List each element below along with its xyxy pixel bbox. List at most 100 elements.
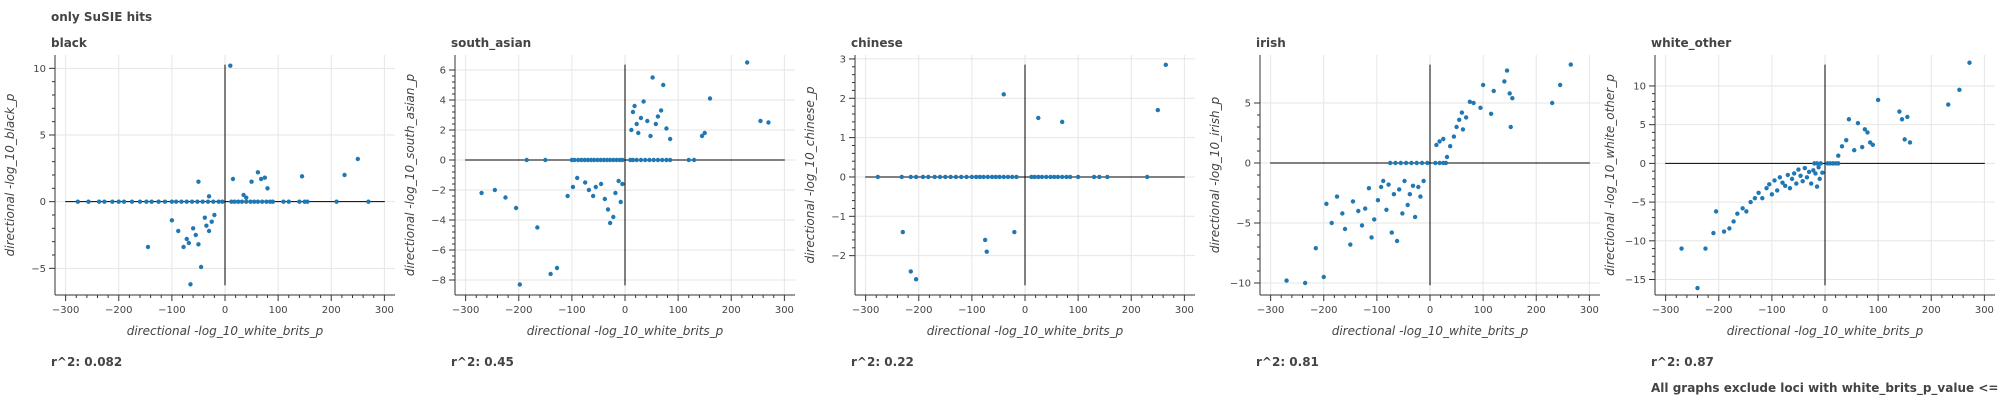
data-point (574, 175, 580, 181)
data-point (334, 199, 339, 204)
data-point (244, 195, 249, 200)
data-point (1731, 219, 1736, 224)
data-point (1369, 235, 1374, 240)
data-point (145, 244, 151, 250)
data-point (366, 199, 371, 204)
data-point (744, 60, 750, 65)
data-point (1394, 238, 1400, 244)
data-point (116, 199, 121, 204)
data-point (1967, 60, 1972, 65)
data-point (1416, 184, 1421, 190)
data-point (96, 199, 102, 204)
x-axis-label: directional -log_10_white_brits_p (1727, 324, 1924, 338)
data-point (1703, 246, 1708, 251)
data-point (1695, 285, 1700, 291)
data-point (1036, 174, 1041, 180)
data-point (1875, 97, 1881, 103)
data-point (110, 199, 115, 204)
data-point (1444, 154, 1450, 160)
data-point (1811, 168, 1816, 173)
data-point (1391, 192, 1397, 197)
data-point (1794, 181, 1799, 186)
data-point (1568, 62, 1573, 67)
data-point (630, 157, 636, 163)
data-point (305, 199, 310, 204)
data-point (1451, 134, 1457, 139)
data-point (195, 199, 200, 204)
x-tick-label: 200 (1922, 305, 1941, 316)
data-point (1760, 196, 1765, 201)
data-point (1459, 110, 1465, 115)
data-point (1846, 117, 1852, 122)
data-point (1342, 226, 1348, 232)
data-point (198, 264, 204, 270)
data-point (977, 174, 983, 180)
data-point (1410, 183, 1416, 188)
data-point (241, 192, 246, 198)
data-point (297, 199, 302, 204)
data-point (1508, 124, 1513, 130)
data-point (984, 249, 989, 254)
data-point (1378, 184, 1384, 190)
y-tick-label: 3 (840, 54, 846, 65)
data-point (1425, 160, 1430, 166)
data-point (1403, 160, 1409, 166)
data-point (1039, 174, 1045, 180)
data-point (1055, 174, 1061, 180)
data-point (989, 174, 995, 180)
data-point (230, 176, 236, 182)
data-point (1907, 140, 1913, 145)
data-point (601, 157, 606, 163)
data-point (255, 170, 261, 175)
data-point (156, 199, 161, 204)
x-tick-label: 200 (722, 305, 741, 316)
data-point (299, 174, 305, 179)
data-point (1387, 160, 1393, 166)
data-point (211, 199, 216, 204)
data-point (1507, 91, 1512, 96)
data-point (651, 157, 656, 163)
x-tick-label: 300 (1975, 305, 1994, 316)
data-point (1044, 174, 1049, 180)
data-point (691, 157, 697, 163)
data-point (1356, 208, 1361, 214)
data-point (193, 232, 198, 238)
r-squared-label: r^2: 0.22 (851, 355, 914, 369)
data-point (667, 157, 673, 163)
x-axis-label: directional -log_10_white_brits_p (927, 324, 1124, 338)
data-point (190, 226, 196, 231)
data-point (1441, 136, 1446, 142)
x-tick-label: 100 (1869, 305, 1888, 316)
data-point (205, 199, 211, 204)
data-point (613, 190, 618, 196)
data-point (1820, 170, 1825, 175)
data-point (632, 103, 637, 109)
data-point (1284, 278, 1289, 283)
data-point (1711, 230, 1716, 236)
data-point (1800, 178, 1805, 184)
data-point (1313, 246, 1318, 251)
x-tick-label: 300 (775, 305, 794, 316)
data-point (1075, 174, 1081, 180)
data-point (1375, 198, 1381, 203)
data-point (184, 236, 189, 242)
panel-title: irish (1256, 36, 1286, 50)
data-point (611, 157, 616, 163)
panel-white-other: white_other −300 −200 −100 0 100 200 300 −15 −10… (1600, 0, 2000, 400)
data-point (1418, 194, 1423, 199)
data-point (1005, 174, 1011, 180)
data-point (638, 115, 644, 121)
data-point (570, 184, 576, 190)
y-tick-label: 0 (1640, 159, 1646, 170)
data-point (1362, 206, 1368, 211)
data-point (169, 199, 175, 204)
data-point (1036, 115, 1041, 121)
data-point (937, 174, 943, 180)
data-point (524, 157, 529, 163)
data-point (1324, 201, 1329, 206)
data-point (585, 157, 591, 163)
data-point (1064, 174, 1069, 180)
data-point (1348, 242, 1353, 247)
data-point (1491, 88, 1496, 94)
data-point (1870, 142, 1876, 148)
